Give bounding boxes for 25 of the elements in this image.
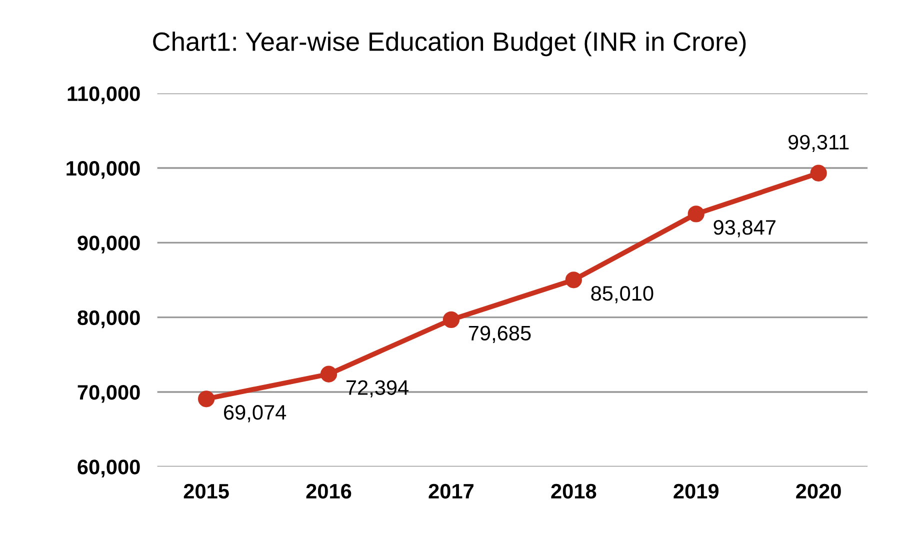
point — [320, 366, 338, 382]
y-tick-label: 110,000 — [68, 86, 140, 104]
data-label: 69,074 — [224, 405, 286, 422]
x-tick-label: 2018 — [551, 484, 596, 499]
data-label: 72,394 — [346, 380, 409, 398]
point — [198, 390, 215, 408]
y-tick-label: 60,000 — [78, 460, 140, 478]
y-tick-label: 90,000 — [78, 236, 140, 254]
x-tick-label: 2017 — [428, 484, 474, 499]
x-tick-label: 2019 — [674, 484, 719, 499]
x-tick-label: 2016 — [306, 484, 352, 499]
data-label: 93,847 — [714, 220, 776, 238]
y-tick-label: 80,000 — [78, 310, 140, 328]
point — [810, 164, 827, 182]
chart-title: Chart1: Year-wise Education Budget (INR in Crore) — [153, 32, 746, 56]
x-tick-label: 2015 — [184, 484, 229, 499]
point — [442, 311, 460, 328]
x-tick-label: 2020 — [796, 484, 841, 499]
point — [688, 206, 704, 222]
data-label: 99,311 — [788, 134, 849, 152]
data-label: 79,685 — [468, 326, 531, 343]
y-tick-label: 100,000 — [66, 160, 140, 179]
y-tick-label: 70,000 — [78, 384, 140, 403]
data-label: 85,010 — [591, 286, 654, 304]
point — [565, 272, 582, 288]
